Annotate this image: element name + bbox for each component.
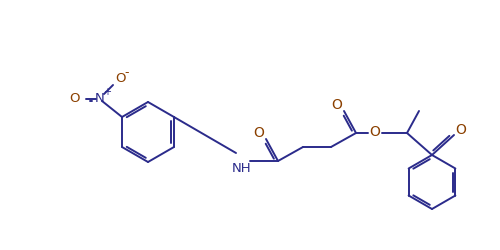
Text: +: + xyxy=(103,87,111,97)
Text: -: - xyxy=(125,66,130,80)
Text: O: O xyxy=(115,72,126,85)
Text: O: O xyxy=(370,125,380,139)
Text: O: O xyxy=(456,123,466,137)
Text: O: O xyxy=(254,126,264,140)
Text: N: N xyxy=(95,92,105,106)
Text: O: O xyxy=(69,92,80,104)
Text: NH: NH xyxy=(232,162,252,175)
Text: O: O xyxy=(332,98,342,112)
